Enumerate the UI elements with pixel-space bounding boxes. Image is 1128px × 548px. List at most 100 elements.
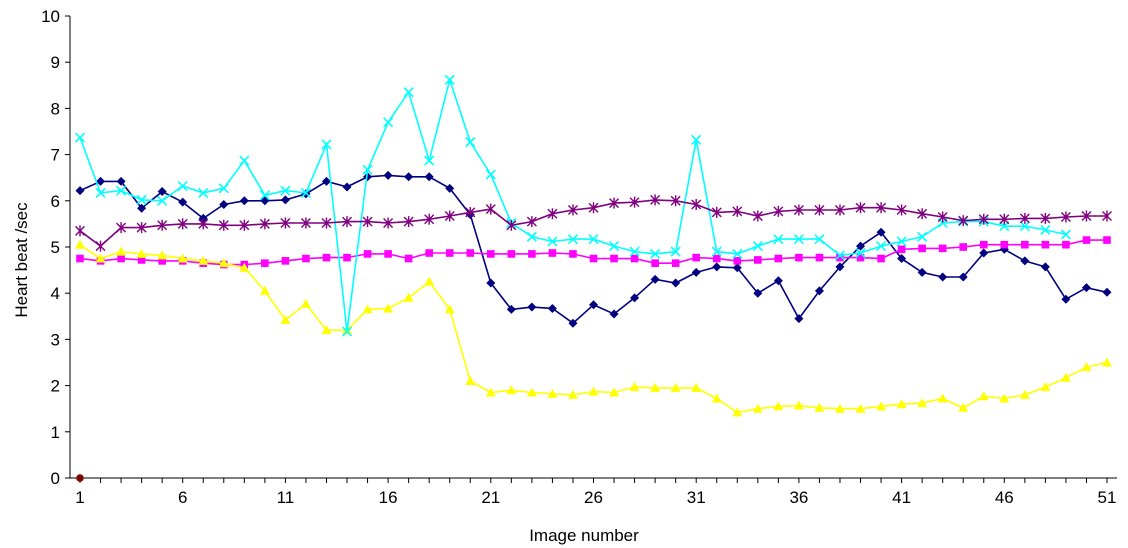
- data-point: [999, 393, 1010, 403]
- data-point: [259, 285, 270, 295]
- data-point: [321, 325, 332, 335]
- data-point: [75, 186, 85, 196]
- data-point: [978, 391, 989, 401]
- x-tick-label: 36: [789, 488, 808, 507]
- data-point: [384, 250, 392, 258]
- data-point: [670, 246, 681, 257]
- data-point: [609, 197, 620, 209]
- data-point: [814, 204, 825, 216]
- x-axis-ticks: 1 6 11 16 21 26 31 36 41 46 51: [75, 478, 1116, 507]
- data-point: [117, 254, 125, 263]
- data-point: [958, 272, 968, 282]
- data-point: [383, 170, 393, 180]
- data-point: [300, 187, 312, 199]
- series-6: [76, 474, 84, 482]
- data-point: [650, 248, 661, 259]
- data-point: [670, 195, 681, 207]
- x-tick-label: 41: [892, 488, 911, 507]
- data-point: [856, 241, 866, 251]
- data-point: [629, 196, 640, 208]
- data-point: [116, 176, 126, 186]
- data-point: [485, 387, 496, 397]
- data-point: [158, 257, 166, 265]
- y-tick-label: 6: [51, 192, 60, 211]
- data-point: [896, 204, 907, 216]
- data-point: [136, 248, 147, 258]
- data-point: [958, 215, 969, 227]
- data-point: [1040, 224, 1051, 235]
- data-point: [793, 234, 804, 245]
- data-point: [157, 195, 168, 206]
- data-point: [937, 393, 948, 403]
- data-point: [95, 240, 106, 252]
- data-point: [342, 182, 352, 192]
- data-point: [711, 206, 722, 218]
- data-point: [1102, 357, 1112, 367]
- data-point: [178, 197, 188, 207]
- data-point: [445, 183, 455, 193]
- data-point: [259, 218, 270, 230]
- data-point: [362, 164, 373, 175]
- data-point: [403, 292, 414, 302]
- data-point: [896, 399, 907, 409]
- data-point: [444, 74, 455, 85]
- series-2: [76, 236, 1111, 269]
- y-tick-label: 3: [51, 330, 60, 349]
- data-point: [732, 248, 743, 259]
- data-point: [96, 176, 106, 186]
- data-point: [280, 195, 290, 205]
- data-point: [177, 253, 188, 263]
- data-point: [610, 254, 618, 263]
- data-point: [485, 169, 496, 180]
- data-point: [218, 258, 229, 268]
- data-point: [629, 381, 640, 391]
- data-point: [383, 117, 394, 128]
- y-tick-label: 7: [51, 146, 60, 165]
- data-point: [732, 407, 743, 417]
- data-point: [76, 254, 84, 263]
- data-point: [567, 204, 578, 216]
- y-tick-label: 0: [51, 469, 60, 488]
- data-point: [547, 236, 558, 247]
- data-point: [219, 199, 229, 209]
- data-point: [218, 183, 229, 194]
- data-point: [834, 250, 846, 261]
- data-point: [877, 254, 885, 263]
- data-point: [362, 216, 373, 228]
- data-point: [875, 241, 887, 252]
- data-point: [485, 203, 496, 215]
- data-point: [711, 246, 722, 257]
- data-point: [198, 213, 208, 223]
- data-point: [507, 250, 516, 258]
- data-point: [116, 222, 127, 234]
- data-point: [547, 388, 558, 398]
- data-point: [814, 234, 825, 245]
- data-point: [752, 403, 763, 413]
- data-point: [177, 180, 188, 192]
- series-layer: [74, 74, 1112, 482]
- data-point: [814, 402, 825, 412]
- x-tick-label: 46: [995, 488, 1014, 507]
- data-point: [116, 246, 127, 256]
- data-point: [834, 403, 845, 413]
- data-point: [424, 276, 435, 286]
- data-point: [137, 203, 147, 213]
- data-point: [239, 196, 249, 206]
- data-point: [1020, 256, 1030, 266]
- data-point: [671, 259, 680, 267]
- data-point: [1102, 287, 1112, 297]
- data-point: [465, 137, 476, 148]
- y-tick-label: 9: [51, 53, 60, 72]
- data-point: [794, 314, 804, 324]
- data-point: [547, 208, 558, 220]
- data-point: [404, 172, 414, 182]
- data-point: [754, 256, 762, 264]
- x-tick-label: 11: [277, 488, 295, 507]
- data-point: [855, 202, 866, 214]
- data-point: [75, 239, 85, 249]
- data-point: [567, 389, 578, 399]
- data-point: [261, 259, 269, 267]
- y-tick-label: 8: [51, 99, 60, 118]
- data-point: [917, 398, 928, 408]
- data-point: [486, 278, 496, 288]
